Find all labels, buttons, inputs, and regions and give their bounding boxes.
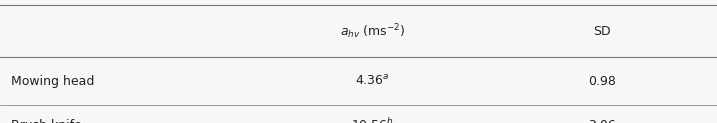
Text: Mowing head: Mowing head (11, 75, 94, 88)
Text: $\mathregular{4.36}^{a}$: $\mathregular{4.36}^{a}$ (356, 74, 390, 88)
Text: SD: SD (594, 25, 611, 38)
Text: 3.06: 3.06 (589, 119, 616, 123)
Text: $\mathregular{10.56}^{b}$: $\mathregular{10.56}^{b}$ (351, 117, 394, 123)
Text: $a_{hv}\ \mathregular{(ms}^{-2}\mathregular{)}$: $a_{hv}\ \mathregular{(ms}^{-2}\mathregu… (340, 23, 406, 41)
Text: 0.98: 0.98 (589, 75, 616, 88)
Text: Brush knife: Brush knife (11, 119, 82, 123)
